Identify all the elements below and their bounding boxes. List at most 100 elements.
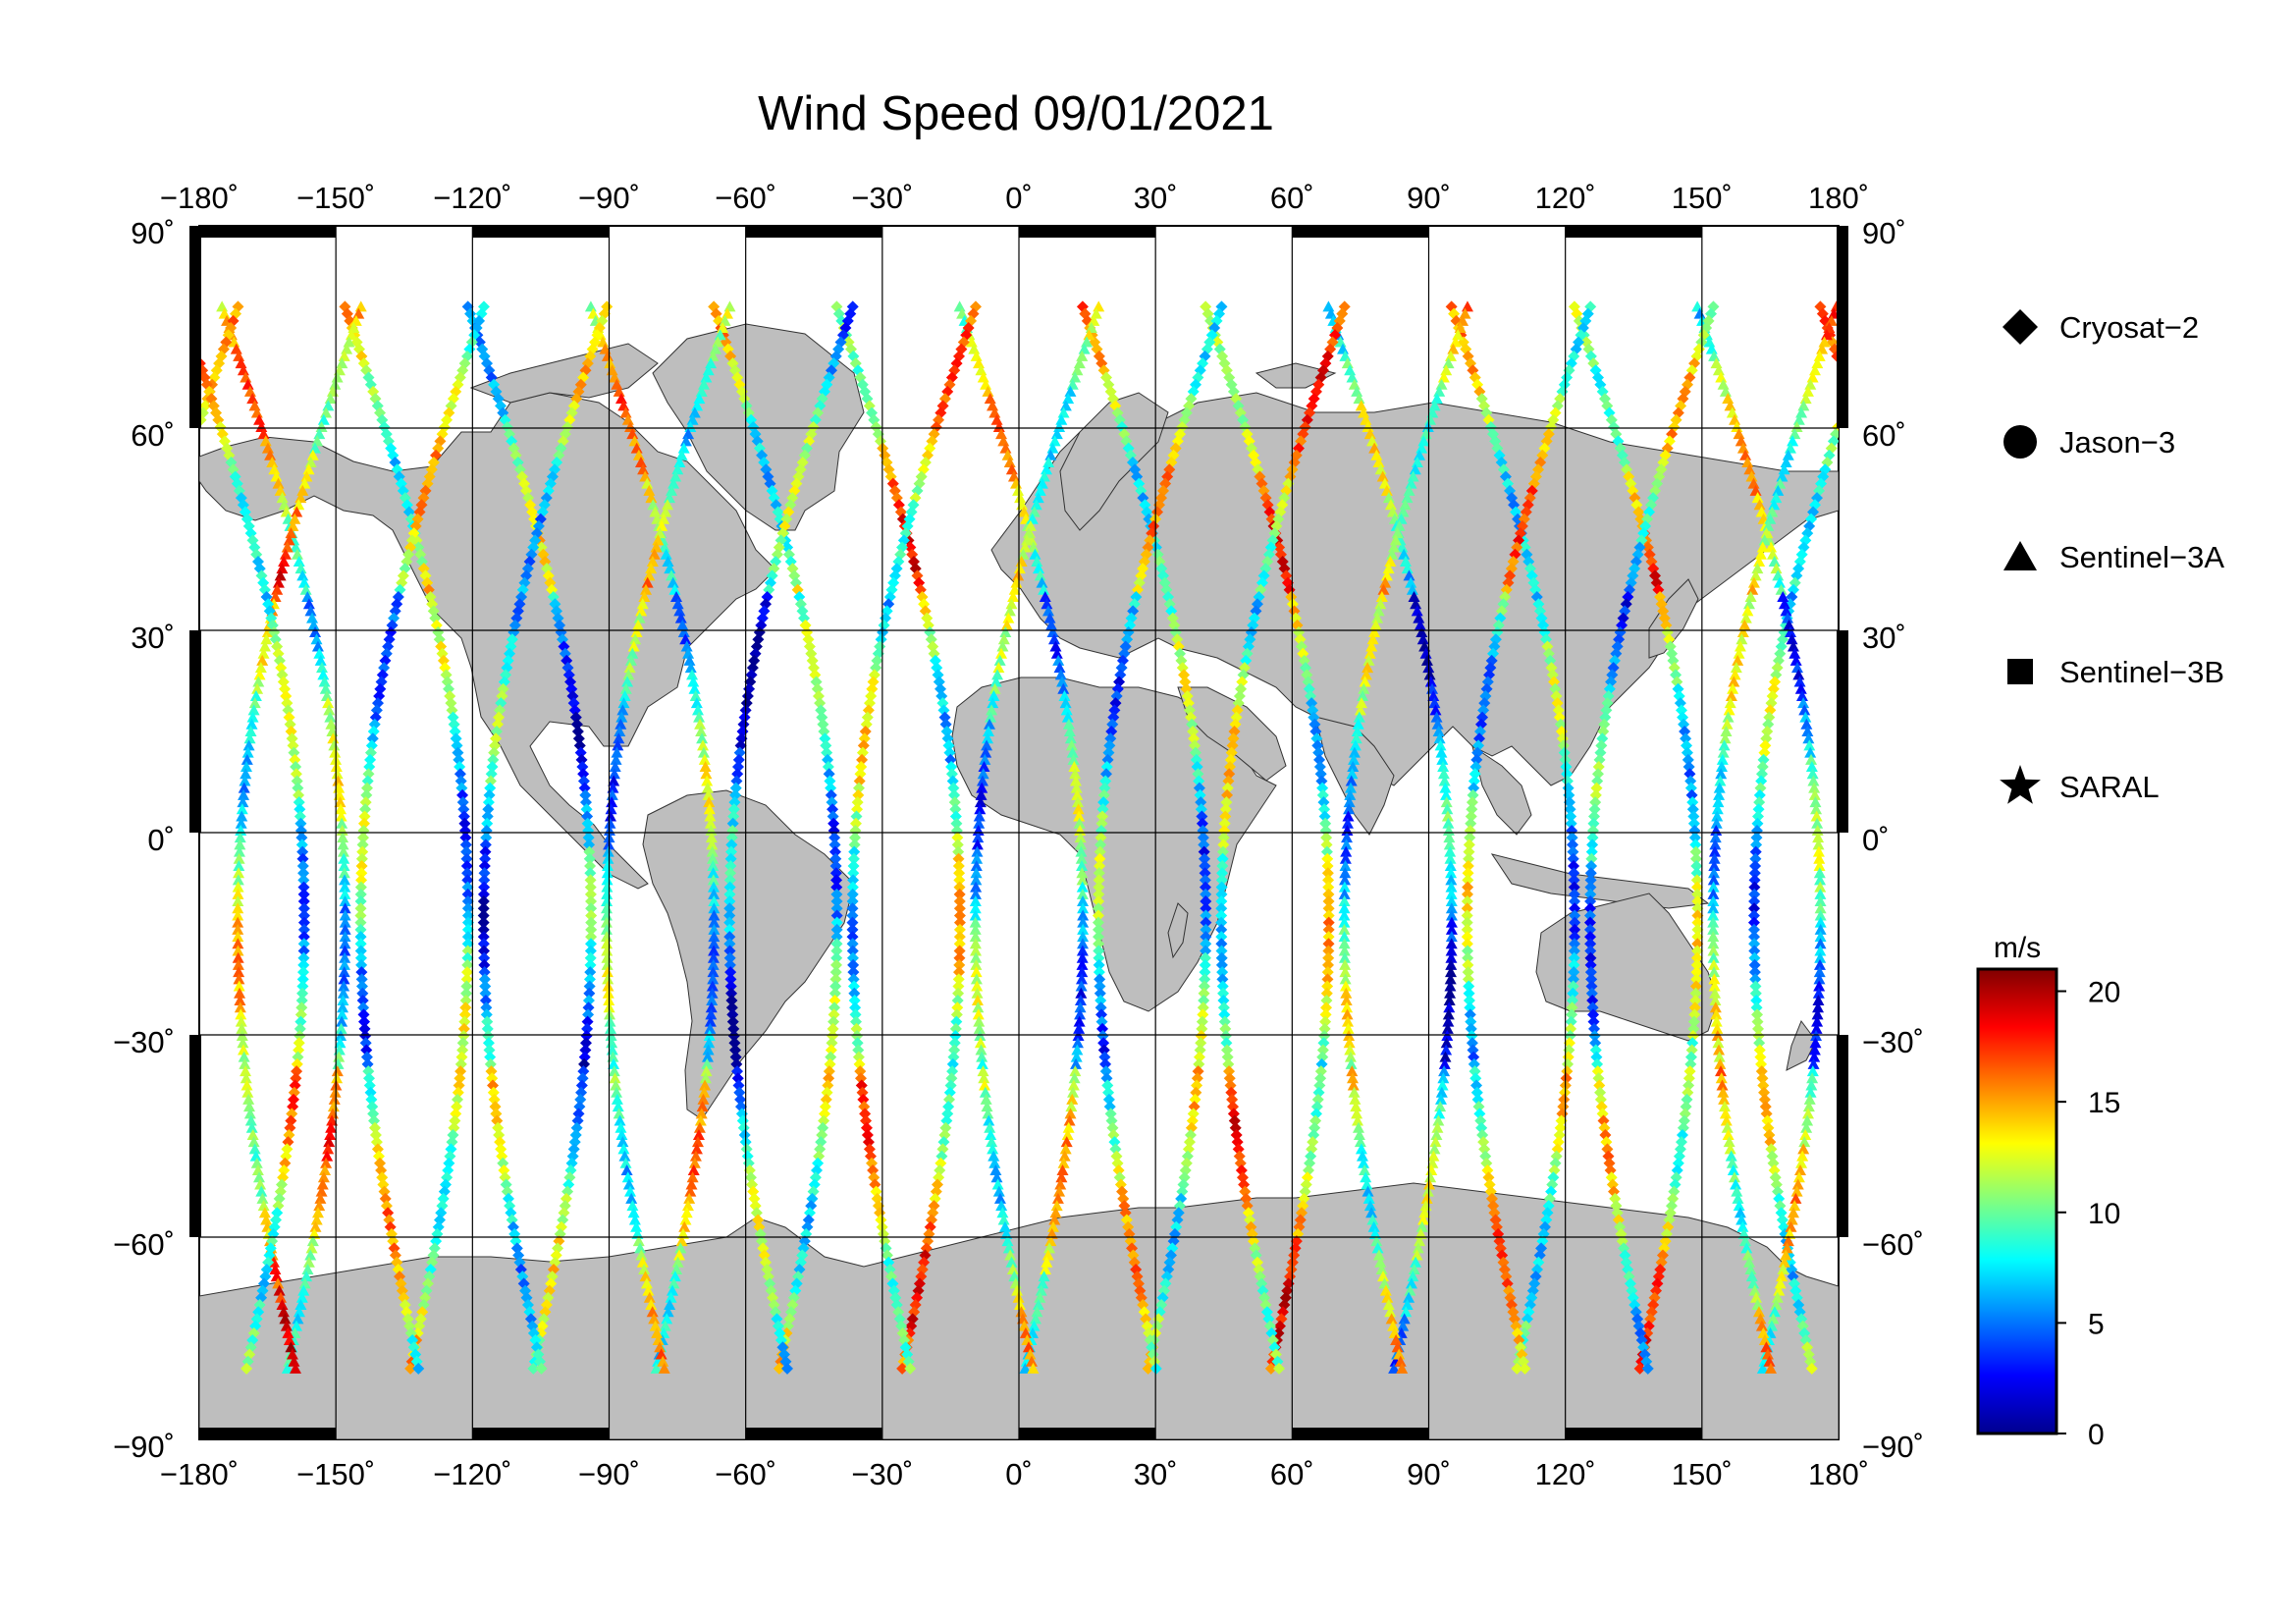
cryosat-2-sample [1298,1192,1310,1205]
sentinel-3a-sample [1360,1171,1372,1183]
cryosat-2-sample [1321,867,1334,880]
cryosat-2-sample [1755,1057,1768,1070]
cryosat-2-sample [1219,803,1232,816]
cryosat-2-sample [937,704,950,717]
cryosat-2-sample [1765,1143,1778,1156]
sentinel-3a-sample [1811,1008,1824,1020]
cryosat-2-sample [1196,1015,1208,1028]
cryosat-2-sample [1316,1044,1329,1056]
cryosat-2-sample [1186,1114,1199,1127]
cryosat-2-sample [1322,916,1335,929]
sentinel-3a-sample [1780,1249,1792,1261]
cryosat-2-sample [1690,874,1703,887]
sentinel-3a-sample [1426,1157,1439,1168]
sentinel-3a-sample [1733,428,1745,440]
cryosat-2-sample [1464,824,1476,837]
sentinel-3a-sample [1415,442,1428,454]
sentinel-3a-sample [1338,909,1351,921]
lat-tick-right: −60˚ [1862,1227,1924,1262]
sentinel-3a-sample [1442,1015,1455,1027]
sentinel-3a-sample [1439,782,1452,793]
sentinel-3a-sample [1046,1220,1059,1232]
sentinel-3a-sample [638,591,651,603]
cryosat-2-sample [1319,824,1332,837]
cryosat-2-sample [1671,1164,1683,1177]
lon-tick-bottom: −30˚ [851,1457,913,1491]
cryosat-2-sample [830,888,843,900]
cryosat-2-sample [1189,1093,1201,1106]
sentinel-3a-sample [248,1143,261,1155]
sentinel-3a-sample [1421,1185,1434,1197]
cryosat-2-sample [1480,1157,1493,1169]
cryosat-2-sample [866,682,879,695]
cryosat-2-sample [359,1030,372,1043]
cryosat-2-sample [485,1065,498,1078]
cryosat-2-sample [1095,832,1107,844]
cryosat-2-sample [580,1030,593,1043]
cryosat-2-sample [1101,753,1114,766]
cryosat-2-sample [354,931,367,944]
sentinel-3a-sample [1074,1001,1087,1013]
sentinel-3a-sample [1424,413,1437,425]
sentinel-3a-sample [1347,1072,1360,1084]
cryosat-2-sample [937,1136,950,1149]
sentinel-3a-sample [602,845,614,857]
sentinel-3a-sample [690,1143,703,1155]
cryosat-2-sample [584,881,597,893]
sentinel-3a-sample [1022,1341,1035,1353]
sentinel-3a-sample [1444,350,1457,361]
sentinel-3a-sample [1813,973,1826,985]
cryosat-2-sample [295,832,308,844]
sentinel-3a-sample [677,626,690,638]
cryosat-2-sample [582,994,595,1006]
sentinel-3a-sample [1413,612,1425,623]
sentinel-3a-sample [324,393,337,405]
sentinel-3a-sample [234,987,246,999]
sentinel-3a-sample [1432,726,1445,736]
sentinel-3a-sample [1775,583,1788,595]
lon-tick-bottom: 90˚ [1407,1457,1451,1491]
sentinel-3a-sample [988,1150,1000,1162]
satellite-legend: Cryosat−2Jason−3Sentinel−3ASentinel−3BSA… [2000,309,2224,804]
cryosat-2-sample [412,1362,425,1375]
sentinel-3a-sample [1755,506,1768,517]
sentinel-3a-sample [696,1101,709,1112]
cryosat-2-sample [1217,839,1230,851]
sentinel-3a-sample [682,647,695,659]
sentinel-3a-sample [1006,1263,1019,1274]
sentinel-3a-sample [614,726,626,736]
cryosat-2-sample [738,1128,751,1141]
cryosat-2-sample [294,817,307,830]
cryosat-2-sample [1568,951,1580,964]
sentinel-3a-sample [707,973,720,985]
sentinel-3a-sample [1771,1291,1784,1303]
cryosat-2-sample [458,1008,471,1021]
sentinel-3a-sample [1053,420,1066,432]
sentinel-3a-sample [1441,803,1454,815]
sentinel-3a-sample [1710,817,1723,829]
cryosat-2-sample [1569,923,1581,936]
sentinel-3a-sample [313,647,326,659]
sentinel-3a-sample [635,605,648,617]
cryosat-2-sample [527,1362,540,1375]
sentinel-3a-sample [998,1220,1011,1232]
cryosat-2-sample [773,1362,785,1375]
sentinel-3a-sample [613,385,625,397]
cryosat-2-sample [1558,746,1571,759]
cryosat-2-sample [947,1051,960,1063]
cryosat-2-sample [1182,1143,1195,1156]
sentinel-3a-sample [976,1057,988,1069]
cryosat-2-sample [449,1114,461,1127]
madagascar-island [1167,902,1189,959]
cryosat-2-sample [357,1008,370,1021]
sentinel-3a-sample [1707,938,1720,949]
cryosat-2-sample [850,810,863,823]
cryosat-2-sample [726,824,739,837]
cryosat-2-sample [746,1178,759,1191]
sentinel-3a-sample [237,364,249,376]
legend-item: Cryosat−2 [2002,309,2199,345]
sentinel-3a-sample [240,1079,253,1091]
sentinel-3a-sample [1348,378,1361,390]
sentinel-3a-sample [1795,689,1808,701]
sentinel-3a-sample [1778,598,1790,610]
